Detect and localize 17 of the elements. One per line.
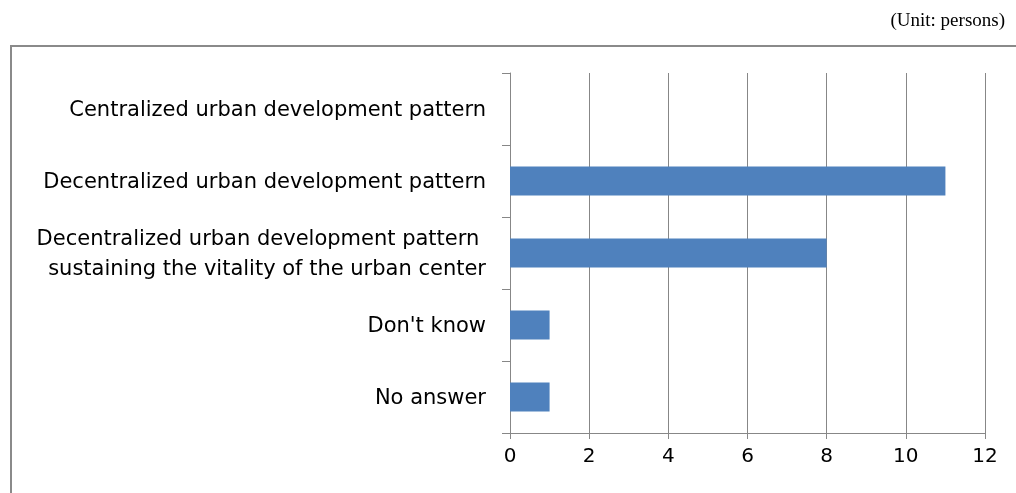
- y-tick-label: Centralized urban development pattern: [69, 97, 486, 121]
- x-tick-label: 10: [893, 443, 919, 467]
- x-tick-label: 6: [741, 443, 754, 467]
- x-tick-label: 12: [972, 443, 998, 467]
- x-tick-label: 2: [582, 443, 596, 467]
- bar: [510, 382, 550, 412]
- y-tick-label: Decentralized urban development pattern: [43, 169, 486, 193]
- bar: [510, 166, 946, 196]
- y-tick-label: Decentralized urban development pattern sustaining the vitality of the urban center: [36, 226, 487, 280]
- x-tick-label: 0: [503, 443, 517, 467]
- x-tick-label: 4: [661, 443, 675, 467]
- x-tick-label: 8: [820, 443, 834, 467]
- bar: [510, 238, 827, 268]
- y-tick-label: No answer: [374, 385, 487, 409]
- text: (Unit: persons): [890, 9, 1005, 31]
- y-tick-label: Don't know: [367, 313, 486, 337]
- bar: [510, 310, 550, 340]
